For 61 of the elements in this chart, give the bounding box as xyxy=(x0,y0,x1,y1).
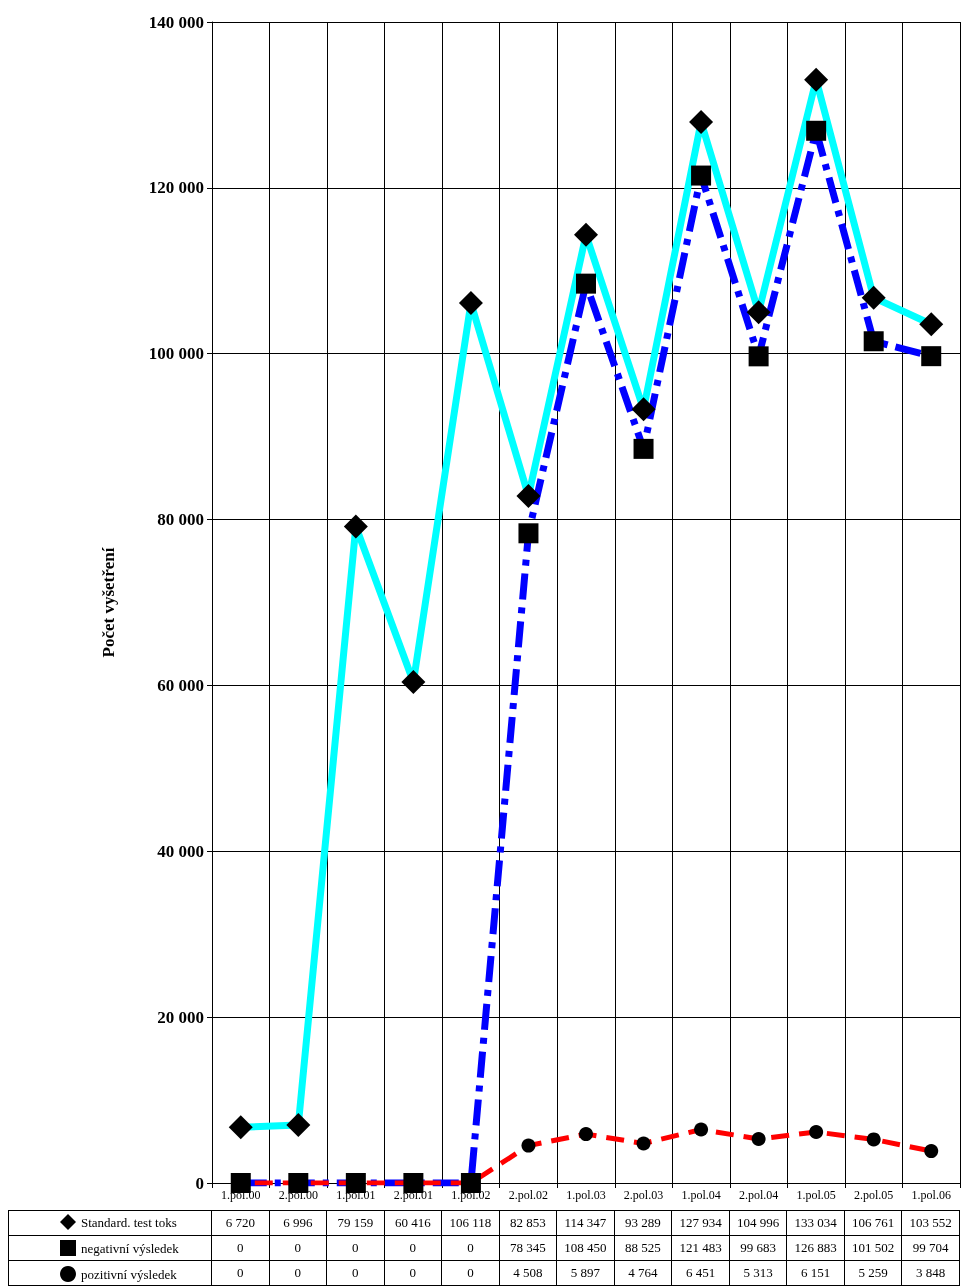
data-label: 6 151 xyxy=(786,1260,845,1286)
x-tick-label: 1.pol.05 xyxy=(796,1188,836,1202)
y-tick-label: 40 000 xyxy=(157,841,204,861)
data-label: 6 720 xyxy=(211,1210,270,1236)
x-tick-label: 1.pol.06 xyxy=(911,1188,951,1202)
data-label: 4 508 xyxy=(499,1260,557,1286)
data-label: 82 853 xyxy=(499,1210,557,1236)
data-label: 0 xyxy=(211,1260,270,1286)
data-label: 99 704 xyxy=(901,1235,960,1261)
data-label: 103 552 xyxy=(901,1210,960,1236)
x-tick-label: 1.pol.03 xyxy=(566,1188,606,1202)
data-label: 93 289 xyxy=(614,1210,672,1236)
y-tick-label: 80 000 xyxy=(157,510,204,530)
legend-label: negativní výsledek xyxy=(81,1240,180,1256)
y-tick-label: 140 000 xyxy=(148,12,204,32)
data-label: 79 159 xyxy=(326,1210,385,1236)
data-label: 0 xyxy=(326,1260,385,1286)
x-tick-label: 1.pol.04 xyxy=(681,1188,721,1202)
data-label: 4 764 xyxy=(614,1260,672,1286)
y-axis-title: Počet vyšetření xyxy=(99,547,118,658)
data-label: 6 451 xyxy=(671,1260,730,1286)
data-label: 5 897 xyxy=(556,1260,615,1286)
data-label: 0 xyxy=(441,1260,500,1286)
x-tick-label: 2.pol.05 xyxy=(854,1188,894,1202)
data-label: 114 347 xyxy=(556,1210,615,1236)
data-label: 6 996 xyxy=(269,1210,327,1236)
data-label: 108 450 xyxy=(556,1235,615,1261)
data-label: 106 761 xyxy=(844,1210,902,1236)
data-label: 0 xyxy=(211,1235,270,1261)
data-label: 3 848 xyxy=(901,1260,960,1286)
data-label: 133 034 xyxy=(786,1210,845,1236)
data-label: 121 483 xyxy=(671,1235,730,1261)
data-label: 5 313 xyxy=(729,1260,787,1286)
y-tick-label: 0 xyxy=(195,1173,204,1193)
x-tick-label: 2.pol.04 xyxy=(738,1188,779,1202)
data-label: 0 xyxy=(384,1260,442,1286)
y-tick-label: 60 000 xyxy=(157,675,204,695)
data-label: 0 xyxy=(269,1260,327,1286)
x-tick-label: 2.pol.00 xyxy=(278,1188,318,1202)
data-label: 99 683 xyxy=(729,1235,787,1261)
data-label: 0 xyxy=(269,1235,327,1261)
y-tick-label: 100 000 xyxy=(148,344,204,364)
x-tick-label: 1.pol.00 xyxy=(221,1188,261,1202)
data-label: 104 996 xyxy=(729,1210,787,1236)
data-label: 0 xyxy=(384,1235,442,1261)
data-label: 101 502 xyxy=(844,1235,902,1261)
data-label: 88 525 xyxy=(614,1235,672,1261)
data-label: 60 416 xyxy=(384,1210,442,1236)
data-label: 0 xyxy=(441,1235,500,1261)
y-tick-label: 20 000 xyxy=(157,1007,204,1027)
y-tick-label: 120 000 xyxy=(148,178,204,198)
legend-label: Standard. test toks xyxy=(81,1214,177,1230)
data-label: 5 259 xyxy=(844,1260,902,1286)
data-label: 127 934 xyxy=(671,1210,730,1236)
x-tick-label: 2.pol.03 xyxy=(623,1188,664,1202)
data-label: 106 118 xyxy=(441,1210,500,1236)
legend-label: pozitivní výsledek xyxy=(81,1266,178,1282)
data-label: 0 xyxy=(326,1235,385,1261)
data-label: 126 883 xyxy=(786,1235,845,1261)
x-tick-label: 2.pol.02 xyxy=(508,1188,549,1202)
data-label: 78 345 xyxy=(499,1235,557,1261)
